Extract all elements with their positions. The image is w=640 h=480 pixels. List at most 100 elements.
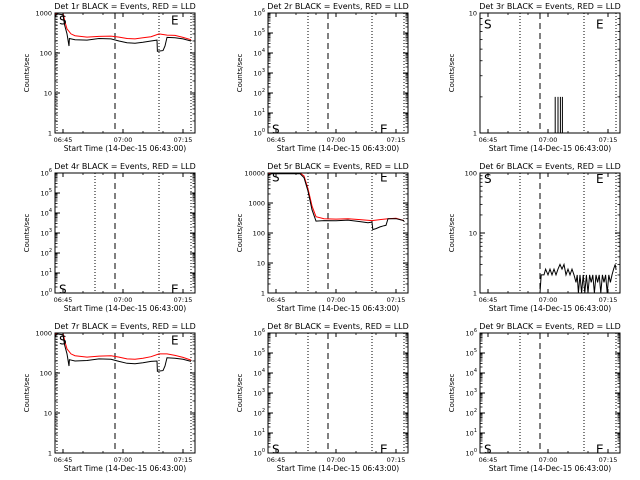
y-tick-label: 10000	[244, 170, 265, 178]
panel-title: Det 4r BLACK = Events, RED = LLD	[54, 162, 196, 171]
detector-panel: Det 3r BLACK = Events, RED = LLD S E 1 10 06:…	[448, 2, 621, 153]
x-tick-label: 07:00	[539, 296, 558, 304]
y-axis-label: Counts/sec	[236, 54, 244, 93]
detector-panel: Det 7r BLACK = Events, RED = LLD S E 1 10 100…	[23, 322, 196, 473]
start-marker: S	[272, 171, 280, 185]
events-series-line	[55, 13, 192, 52]
plot-frame	[267, 12, 409, 134]
panel-title: Det 6r BLACK = Events, RED = LLD	[479, 162, 621, 171]
plot-data-area	[268, 173, 405, 231]
x-axis-label: Start Time (14-Dec-15 06:43:00)	[489, 304, 611, 313]
x-tick-label: 07:00	[114, 296, 133, 304]
x-tick-label: 06:45	[54, 456, 73, 464]
y-tick-label: 100	[254, 128, 265, 138]
detector-panel: Det 9r BLACK = Events, RED = LLDSE100101…	[448, 322, 621, 473]
y-tick-label: 101	[254, 428, 265, 438]
x-axis-label: Start Time (14-Dec-15 06:43:00)	[64, 464, 186, 473]
x-tick-label: 07:15	[599, 456, 618, 464]
y-tick-label: 106	[254, 8, 265, 18]
x-axis-label: Start Time (14-Dec-15 06:43:00)	[277, 304, 399, 313]
panel-title: Det 3r BLACK = Events, RED = LLD	[479, 2, 621, 11]
y-tick-label: 1000	[35, 330, 52, 338]
end-marker: E	[380, 442, 388, 456]
y-tick-label: 105	[466, 348, 477, 358]
y-tick-label: 103	[466, 388, 477, 398]
y-tick-label: 102	[466, 408, 477, 418]
detector-panel: Det 1r BLACK = Events, RED = LLD S E 1 10 100…	[23, 2, 196, 153]
y-tick-label: 101	[254, 108, 265, 118]
plot-data-area	[55, 333, 192, 372]
y-tick-label: 100	[253, 230, 265, 238]
y-tick-label: 1	[48, 130, 52, 138]
x-tick-label: 06:45	[479, 136, 498, 144]
y-tick-label: 103	[254, 388, 265, 398]
y-tick-label: 104	[41, 208, 52, 218]
y-tick-label: 100	[254, 448, 265, 458]
start-marker: S	[484, 18, 492, 32]
x-tick-label: 07:15	[599, 296, 618, 304]
end-marker: E	[596, 172, 604, 186]
events-series-line	[268, 173, 405, 231]
events-series-line	[539, 262, 617, 293]
x-axis-label: Start Time (14-Dec-15 06:43:00)	[489, 144, 611, 153]
y-tick-label: 10	[469, 10, 477, 18]
y-axis-label: Counts/sec	[23, 214, 31, 253]
start-marker: S	[59, 333, 67, 347]
panel-title: Det 7r BLACK = Events, RED = LLD	[54, 322, 196, 331]
y-tick-label: 100	[465, 170, 477, 178]
y-tick-label: 10	[44, 90, 52, 98]
y-tick-label: 101	[41, 268, 52, 278]
panel-title: Det 1r BLACK = Events, RED = LLD	[54, 2, 196, 11]
y-tick-label: 104	[254, 48, 265, 58]
x-tick-label: 06:45	[479, 296, 498, 304]
x-tick-label: 07:15	[387, 136, 406, 144]
x-tick-label: 06:45	[54, 136, 73, 144]
y-axis-label: Counts/sec	[236, 214, 244, 253]
y-tick-label: 10	[257, 260, 265, 268]
lld-series-line	[268, 173, 405, 222]
y-tick-label: 105	[41, 188, 52, 198]
x-tick-label: 07:00	[114, 136, 133, 144]
detector-panel: Det 2r BLACK = Events, RED = LLDSE100101…	[236, 2, 409, 153]
y-tick-label: 100	[41, 288, 52, 298]
y-tick-label: 101	[466, 428, 477, 438]
panel-title: Det 2r BLACK = Events, RED = LLD	[267, 2, 409, 11]
y-tick-label: 10	[44, 410, 52, 418]
panel-title: Det 8r BLACK = Events, RED = LLD	[267, 322, 409, 331]
x-tick-label: 07:15	[599, 136, 618, 144]
x-tick-label: 07:00	[327, 456, 346, 464]
x-tick-label: 07:15	[387, 456, 406, 464]
start-marker: S	[484, 172, 492, 186]
y-tick-label: 105	[254, 348, 265, 358]
panel-title: Det 5r BLACK = Events, RED = LLD	[267, 162, 409, 171]
x-tick-label: 06:45	[267, 136, 286, 144]
y-tick-label: 100	[40, 50, 52, 58]
plot-frame	[54, 172, 196, 294]
x-tick-label: 06:45	[267, 296, 286, 304]
x-axis-label: Start Time (14-Dec-15 06:43:00)	[64, 144, 186, 153]
y-tick-label: 1000	[248, 200, 265, 208]
y-tick-label: 1	[48, 450, 52, 458]
plot-frame	[479, 332, 621, 454]
x-axis-label: Start Time (14-Dec-15 06:43:00)	[277, 464, 399, 473]
y-tick-label: 100	[40, 370, 52, 378]
y-tick-label: 1	[261, 290, 265, 298]
plot-data-area	[539, 262, 617, 293]
events-series-line	[55, 333, 192, 372]
plot-frame	[54, 12, 196, 134]
x-tick-label: 07:15	[174, 456, 193, 464]
end-marker: E	[171, 282, 179, 296]
plot-frame	[267, 332, 409, 454]
y-tick-label: 106	[41, 168, 52, 178]
y-tick-label: 106	[254, 328, 265, 338]
x-tick-label: 06:45	[479, 456, 498, 464]
x-axis-label: Start Time (14-Dec-15 06:43:00)	[277, 144, 399, 153]
lld-series-line	[55, 333, 192, 361]
x-tick-label: 07:15	[387, 296, 406, 304]
x-tick-label: 07:00	[327, 296, 346, 304]
y-tick-label: 10	[469, 230, 477, 238]
plot-frame	[479, 12, 621, 134]
plot-frame	[54, 332, 196, 454]
